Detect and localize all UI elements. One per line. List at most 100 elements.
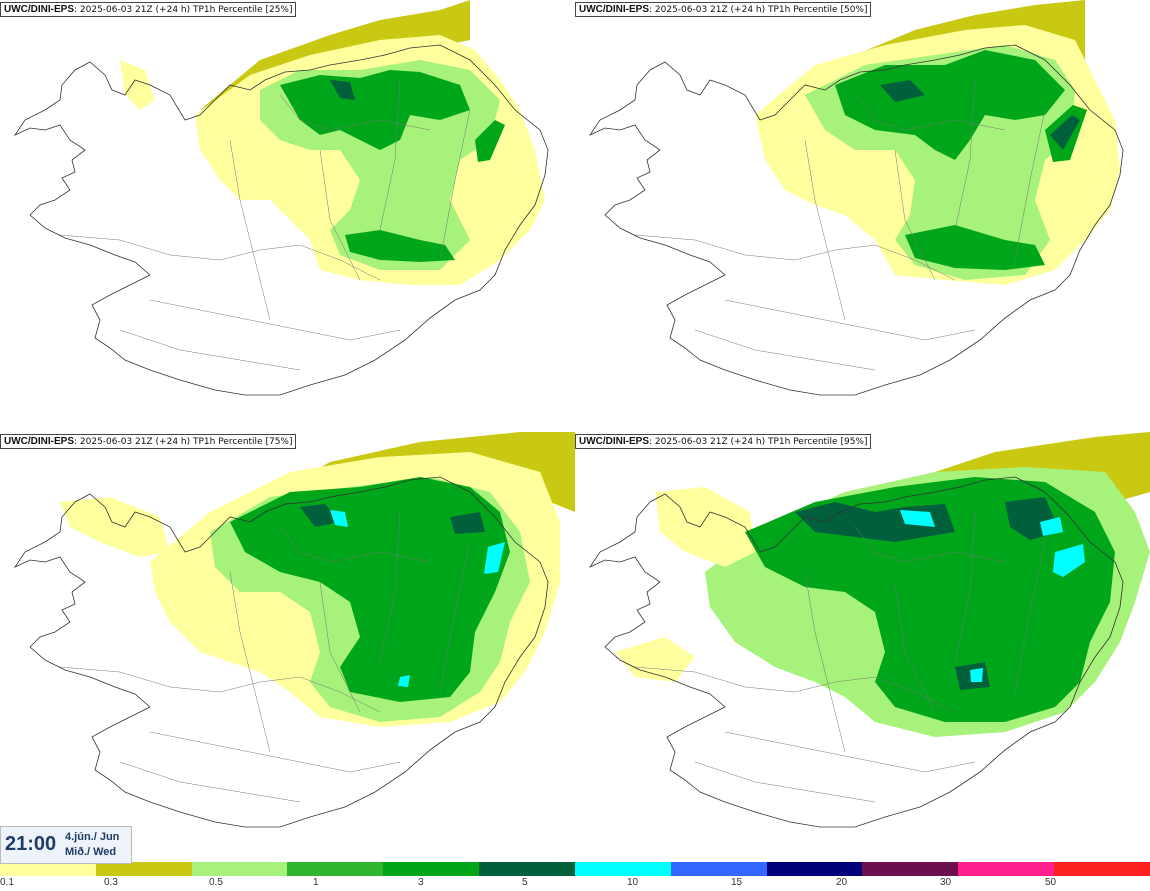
road-line	[229, 571, 271, 753]
legend-swatch	[574, 862, 671, 876]
precip-area	[330, 510, 348, 527]
legend-swatch	[958, 862, 1055, 876]
road-line	[894, 581, 936, 713]
legend-swatch	[479, 862, 575, 876]
road-line	[439, 541, 471, 693]
legend-label: 0.3	[104, 877, 118, 888]
panel-title: UWC/DINI-EPS: 2025-06-03 21Z (+24 h) TP1…	[575, 434, 872, 449]
legend-swatch	[766, 862, 863, 876]
road-line	[854, 94, 1006, 131]
road-line	[149, 299, 401, 341]
road-line	[279, 526, 431, 563]
road-line	[59, 234, 381, 281]
precip-area	[280, 70, 470, 150]
road-line	[634, 666, 956, 713]
legend-swatch	[287, 862, 384, 876]
road-line	[229, 139, 271, 321]
precip-area	[345, 230, 455, 262]
road-line	[804, 139, 846, 321]
color-legend: 0.1 0.3 0.5 1 3 5 10 15 20 30 50	[0, 862, 1150, 891]
precip-area	[1053, 544, 1085, 577]
road-line	[119, 761, 301, 803]
precip-area	[905, 225, 1045, 270]
road-line	[724, 299, 976, 341]
legend-swatch	[0, 862, 96, 876]
legend-swatch	[383, 862, 480, 876]
precip-area	[398, 675, 410, 687]
road-line	[379, 511, 401, 663]
legend-label: 3	[418, 877, 424, 888]
road-line	[954, 511, 976, 663]
road-line	[319, 581, 361, 713]
legend-color-bar	[0, 862, 1150, 876]
legend-label: 5	[522, 877, 528, 888]
road-line	[59, 666, 381, 713]
valid-hour: 21:00	[5, 833, 57, 855]
legend-swatch	[1054, 862, 1150, 876]
legend-swatch	[670, 862, 767, 876]
road-line	[319, 149, 361, 281]
legend-label: 0.5	[209, 877, 223, 888]
legend-label: 20	[836, 877, 848, 888]
precip-area	[970, 668, 983, 682]
road-line	[694, 329, 876, 371]
precip-area	[120, 60, 155, 110]
precip-area	[60, 497, 170, 557]
precip-area	[775, 432, 1150, 562]
precip-area	[745, 477, 1115, 722]
legend-label: 50	[1045, 877, 1057, 888]
road-line	[379, 79, 401, 231]
road-line	[439, 109, 471, 261]
precip-area	[230, 477, 510, 702]
coastline	[13, 44, 549, 396]
road-line	[724, 731, 976, 773]
road-line	[1014, 541, 1046, 693]
precip-area	[880, 80, 925, 102]
legend-label: 1	[313, 877, 319, 888]
legend-swatch	[191, 862, 288, 876]
road-line	[854, 526, 1006, 563]
coastline	[588, 44, 1124, 396]
precip-area	[484, 542, 505, 574]
map-panel-50: UWC/DINI-EPS: 2025-06-03 21Z (+24 h) TP1…	[575, 0, 1150, 430]
road-line	[149, 731, 401, 773]
precip-area	[450, 512, 485, 534]
precip-area	[1050, 115, 1080, 150]
valid-date: 4.jún./ Jun	[65, 831, 120, 843]
valid-time-box: 21:00 4.jún./ Jun Mið./ Wed	[0, 826, 132, 864]
panel-title: UWC/DINI-EPS: 2025-06-03 21Z (+24 h) TP1…	[0, 434, 297, 449]
road-line	[804, 571, 846, 753]
legend-swatch	[95, 862, 192, 876]
legend-swatch	[862, 862, 959, 876]
legend-label: 30	[940, 877, 952, 888]
legend-label: 0.1	[0, 877, 14, 888]
precip-map	[13, 432, 575, 828]
precip-area	[475, 120, 505, 162]
coastline	[13, 476, 549, 828]
map-panel-95: UWC/DINI-EPS: 2025-06-03 21Z (+24 h) TP1…	[575, 432, 1150, 862]
road-line	[954, 79, 976, 231]
road-line	[1014, 109, 1046, 261]
precip-map	[13, 0, 549, 396]
road-line	[694, 761, 876, 803]
precip-area	[615, 637, 695, 682]
valid-day: Mið./ Wed	[65, 846, 117, 858]
coastline	[588, 476, 1124, 828]
precip-area	[330, 80, 355, 100]
precip-map	[588, 0, 1124, 396]
panel-title: UWC/DINI-EPS: 2025-06-03 21Z (+24 h) TP1…	[575, 2, 872, 17]
road-line	[894, 149, 936, 281]
precip-area	[835, 50, 1065, 160]
precip-map	[588, 432, 1150, 828]
precip-area	[1040, 517, 1063, 536]
legend-label: 15	[731, 877, 743, 888]
road-line	[119, 329, 301, 371]
map-panel-25: UWC/DINI-EPS: 2025-06-03 21Z (+24 h) TP1…	[0, 0, 575, 430]
panel-title: UWC/DINI-EPS: 2025-06-03 21Z (+24 h) TP1…	[0, 2, 297, 17]
map-panel-75: UWC/DINI-EPS: 2025-06-03 21Z (+24 h) TP1…	[0, 432, 575, 862]
precip-area	[655, 487, 755, 567]
road-line	[279, 94, 431, 131]
road-line	[634, 234, 956, 281]
precip-area	[900, 510, 935, 527]
legend-label: 10	[627, 877, 639, 888]
